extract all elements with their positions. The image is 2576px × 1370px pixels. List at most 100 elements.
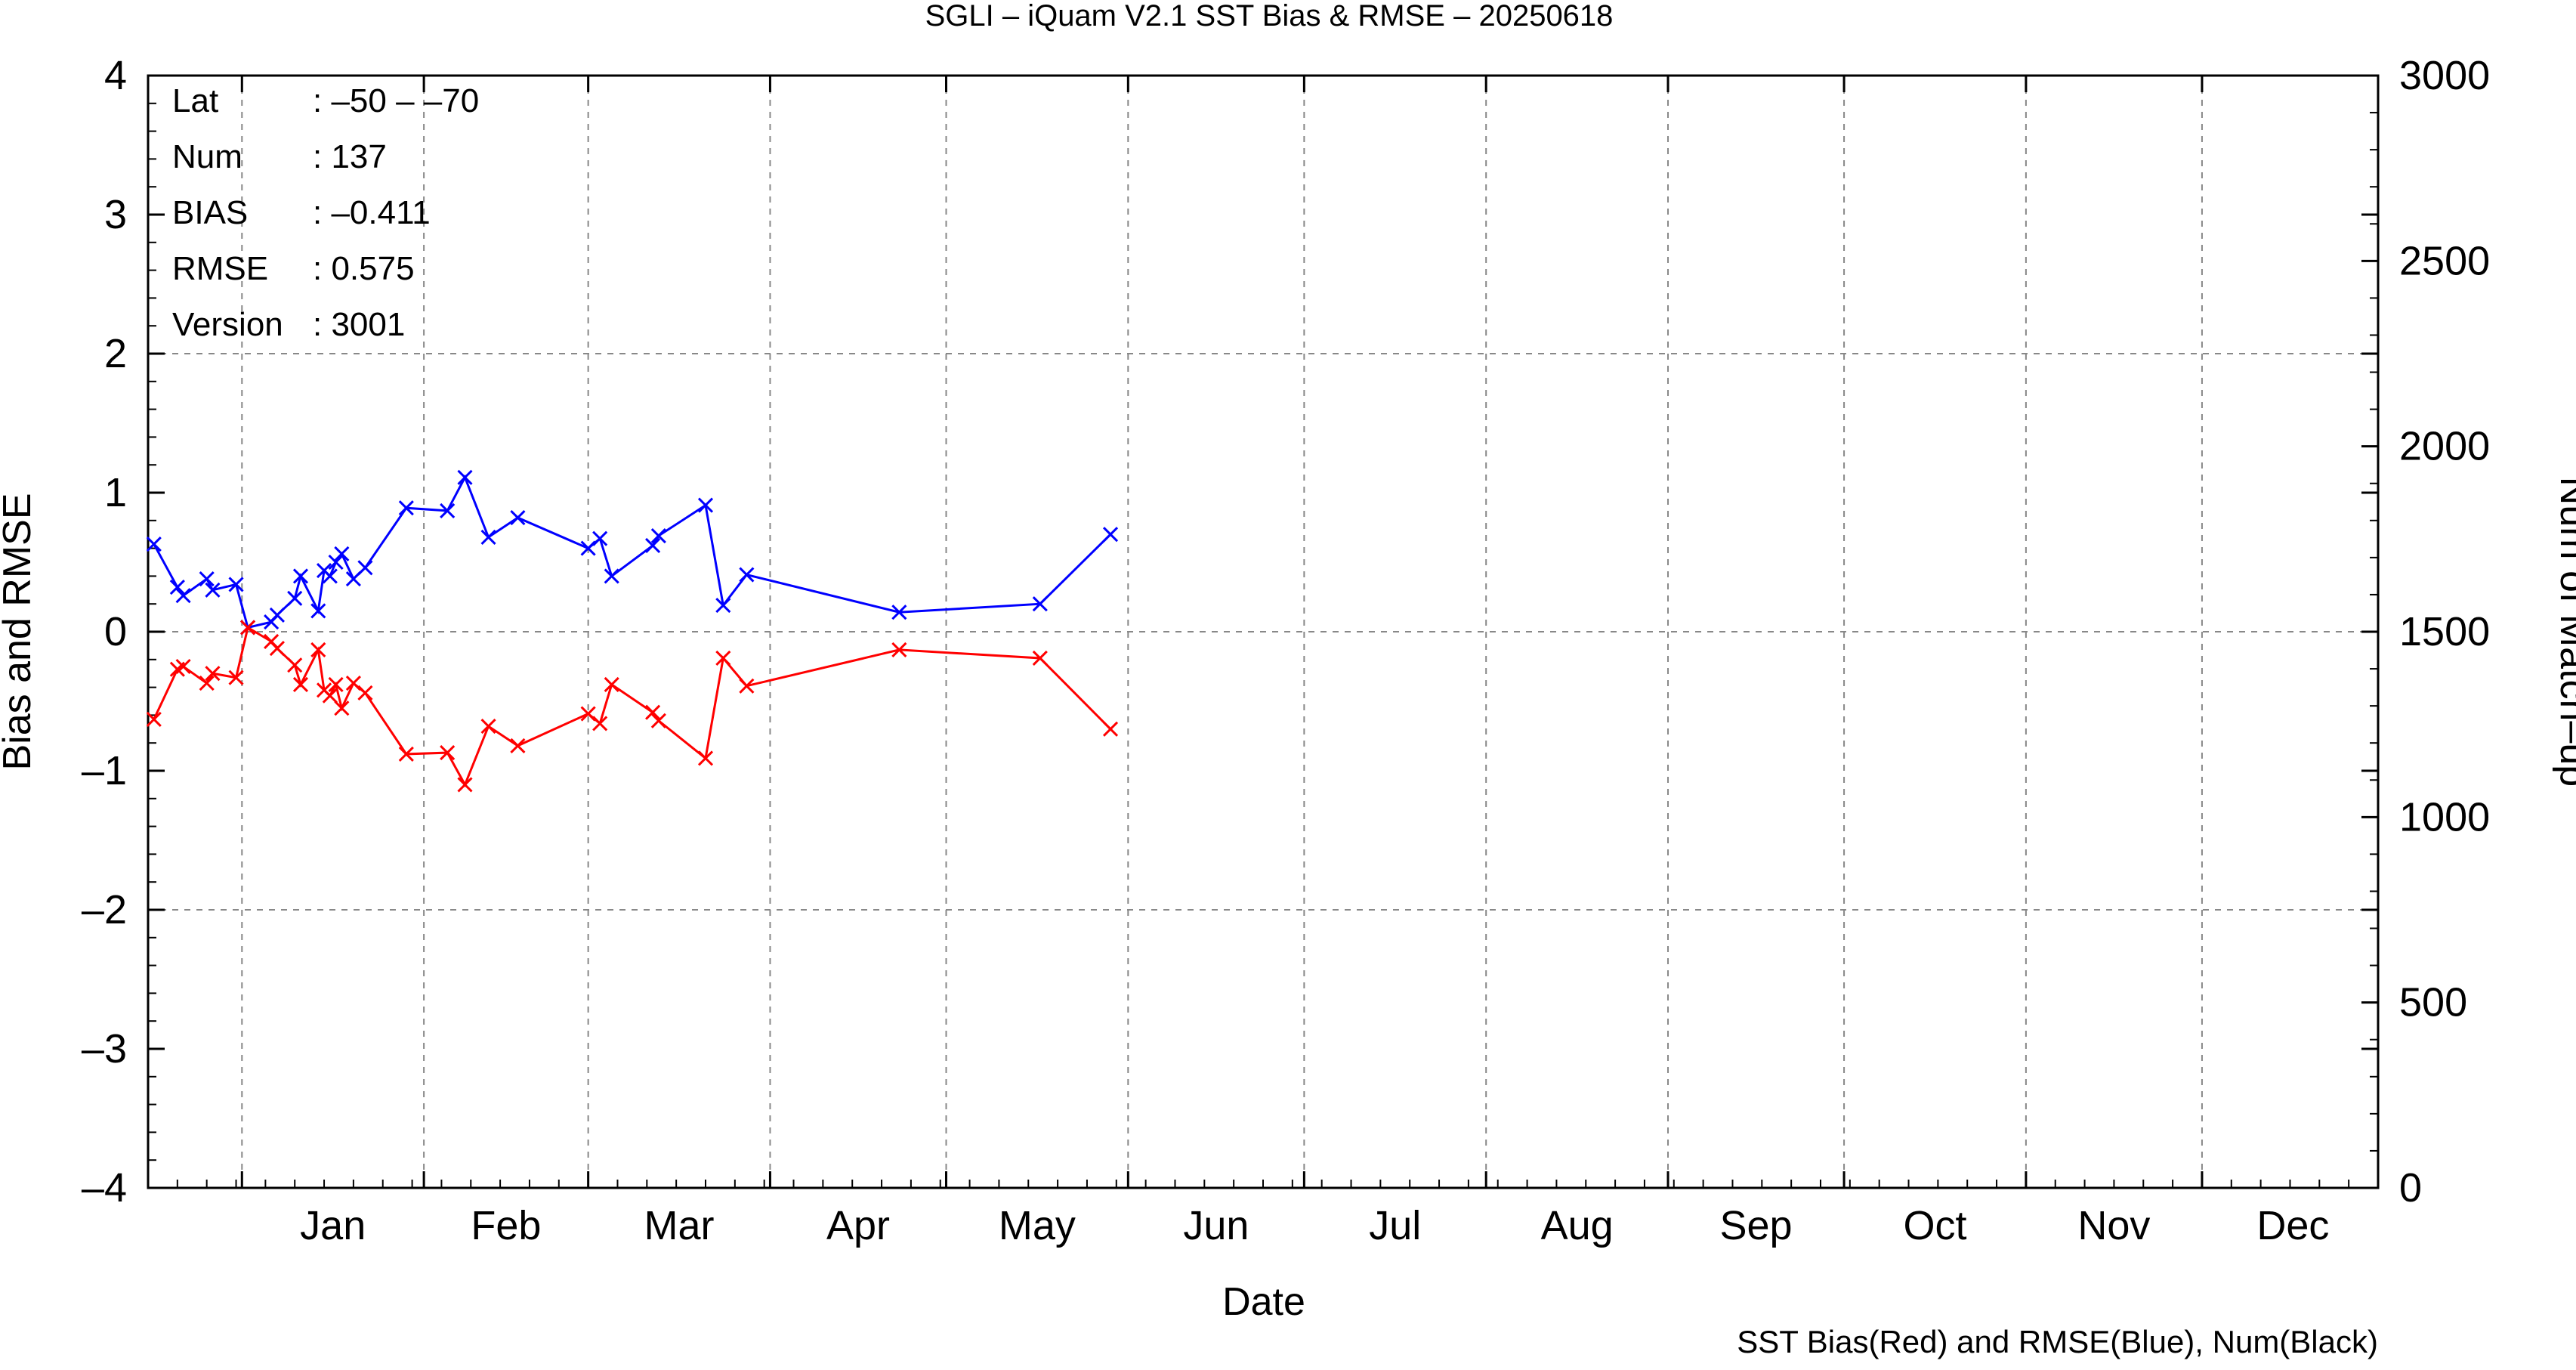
data-point-marker [510,738,526,753]
marker-stroke [269,641,285,657]
data-point-marker [650,713,666,728]
marker-stroke [457,777,473,793]
marker-stroke [592,716,608,731]
y-tick-label: 2 [104,331,127,376]
data-point-marker [357,685,373,701]
data-point-marker [146,537,162,552]
data-point-marker [715,597,731,614]
marker-stroke [287,590,303,606]
marker-stroke [440,745,456,761]
marker-stroke [228,670,244,685]
marker-stroke [240,620,256,636]
marker-stroke [891,642,907,657]
marker-stroke [739,678,755,694]
data-point-marker [1102,721,1119,737]
marker-stroke [697,750,714,766]
marker-stroke [510,738,526,753]
data-point-marker [604,676,619,692]
info-value-bias: : –0.411 [313,194,431,231]
data-point-marker [891,642,907,657]
data-point-marker [146,711,162,727]
marker-stroke [269,607,285,623]
data-point-marker [580,706,596,722]
data-point-marker [199,571,215,587]
y-axis-label: Bias and RMSE [0,493,39,770]
data-point-marker [440,503,456,518]
marker-stroke [1102,527,1119,543]
y2-tick-label: 2500 [2399,238,2490,283]
marker-stroke [199,571,215,587]
x-tick-label: May [999,1203,1076,1248]
marker-stroke [175,588,191,604]
data-point-marker [645,704,661,720]
y-tick-label: 4 [104,53,127,98]
marker-stroke [592,530,608,546]
y-tick-label: 1 [104,470,127,515]
data-point-marker [1032,596,1048,612]
marker-stroke [287,657,303,673]
y-tick-label: –3 [82,1026,127,1072]
data-point-marker [715,650,731,666]
data-point-marker [697,750,714,766]
data-point-marker [328,554,344,571]
marker-stroke [328,554,344,571]
data-point-marker [228,670,244,685]
y-tick-label: –2 [82,887,127,932]
marker-stroke [580,706,596,722]
data-point-marker [322,568,338,584]
data-point-marker [199,676,215,691]
y2-tick-label: 500 [2399,980,2467,1025]
data-point-marker [457,777,473,793]
data-point-marker [604,568,619,584]
data-point-marker [345,571,361,587]
data-point-marker [287,590,303,606]
marker-stroke [457,469,473,485]
marker-stroke [1102,721,1119,737]
marker-stroke [697,497,714,513]
x-tick-label: Oct [1903,1203,1966,1248]
info-key-lat: Lat [172,82,218,119]
y2-tick-label: 3000 [2399,53,2490,98]
x-tick-label: Sep [1720,1203,1793,1248]
marker-stroke [169,580,185,595]
data-point-marker [292,568,309,584]
data-point-marker [310,603,326,619]
info-key-bias: BIAS [172,194,248,231]
marker-stroke [580,540,596,556]
data-point-marker [739,678,755,694]
data-point-marker [1032,650,1048,666]
x-tick-label: Apr [826,1203,890,1248]
marker-stroke [645,537,661,553]
marker-stroke [328,676,344,692]
data-point-marker [269,641,285,657]
marker-stroke [292,676,309,692]
marker-stroke [205,666,221,682]
marker-stroke [891,605,907,620]
data-point-marker [357,560,373,576]
info-value-version: : 3001 [313,306,405,343]
marker-stroke [398,746,414,762]
marker-stroke [440,503,456,518]
chart-footnote: SST Bias(Red) and RMSE(Blue), Num(Black) [1737,1324,2378,1359]
info-key-rmse: RMSE [172,250,268,287]
data-point-marker [292,676,309,692]
marker-stroke [175,658,191,675]
grid-lines [148,76,2378,1188]
chart-title: SGLI – iQuam V2.1 SST Bias & RMSE – 2025… [925,0,1614,32]
data-point-marker [697,497,714,513]
axes: –4 –3 –2 –1 0 1 2 3 4 0 500 1000 1500 2000 2500 3000 Jan… [82,53,2490,1248]
marker-stroke [1032,596,1048,612]
data-point-marker [1102,527,1119,543]
marker-stroke [322,568,338,584]
data-point-marker [398,746,414,762]
x-tick-label: Dec [2256,1203,2329,1248]
info-value-lat: : –50 – –70 [313,82,479,119]
info-value-num: : 137 [313,138,387,175]
data-point-marker [592,716,608,731]
marker-stroke [334,546,350,562]
marker-stroke [357,685,373,701]
data-point-marker [480,719,496,734]
marker-stroke [322,688,338,704]
data-point-marker [891,605,907,620]
